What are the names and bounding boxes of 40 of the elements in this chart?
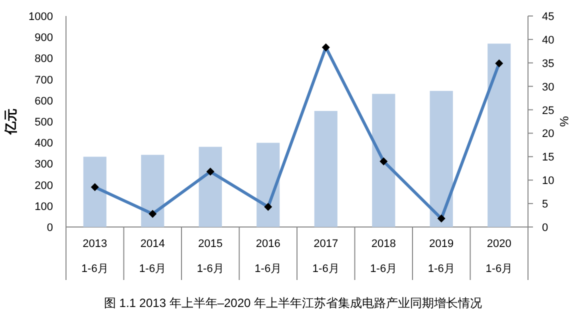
y-tick-label: 600 [34, 95, 53, 108]
y2-tick-label: 30 [542, 81, 554, 94]
bar [83, 156, 106, 227]
x-tick-label: 2020 1-6月 [486, 238, 513, 275]
y-tick-label: 800 [34, 53, 53, 66]
y-tick-label: 1000 [28, 11, 53, 23]
y2-tick-label: 40 [542, 34, 554, 46]
y2-tick-label: 5 [542, 198, 548, 211]
y2-tick-label: 10 [542, 175, 554, 188]
x-tick-label: 2018 1-6月 [370, 238, 398, 275]
y-tick-label: 400 [34, 138, 53, 150]
y-tick-label: 100 [34, 200, 53, 213]
x-tick-label: 2017 1-6月 [312, 238, 340, 275]
y-tick-label: 900 [34, 32, 53, 44]
x-tick-label: 2013 1-6月 [81, 238, 108, 275]
y-tick-label: 200 [34, 180, 53, 192]
y2-tick-label: 20 [542, 128, 554, 140]
x-tick-label: 2019 1-6月 [428, 238, 455, 275]
x-tick-label: 2014 1-6月 [139, 238, 166, 275]
bar [314, 110, 338, 227]
bar [430, 90, 453, 227]
bar [372, 94, 396, 227]
y-tick-label: 500 [34, 116, 53, 128]
y-tick-label: 0 [46, 222, 53, 234]
y2-tick-label: 0 [542, 222, 548, 234]
x-tick-label: 2015 1-6月 [196, 238, 224, 275]
bar [488, 44, 511, 227]
y2-tick-label: 45 [542, 11, 554, 23]
bar [256, 142, 280, 227]
bar [198, 146, 222, 227]
y2-tick-label: 35 [542, 58, 554, 70]
text: 图 1.1 2013 年上半年–2020 年上半年江苏省集成电路产业同期增长情况 [104, 296, 482, 310]
y2-tick-label: 25 [542, 104, 554, 117]
bar [141, 154, 164, 227]
y-axis-title: 亿元 [3, 108, 18, 136]
x-tick-label: 2016 1-6月 [254, 238, 282, 275]
y2-tick-label: 15 [542, 152, 554, 164]
y-tick-label: 700 [34, 74, 53, 86]
y2-axis-title: % [557, 116, 571, 128]
y-tick-label: 300 [34, 158, 53, 171]
